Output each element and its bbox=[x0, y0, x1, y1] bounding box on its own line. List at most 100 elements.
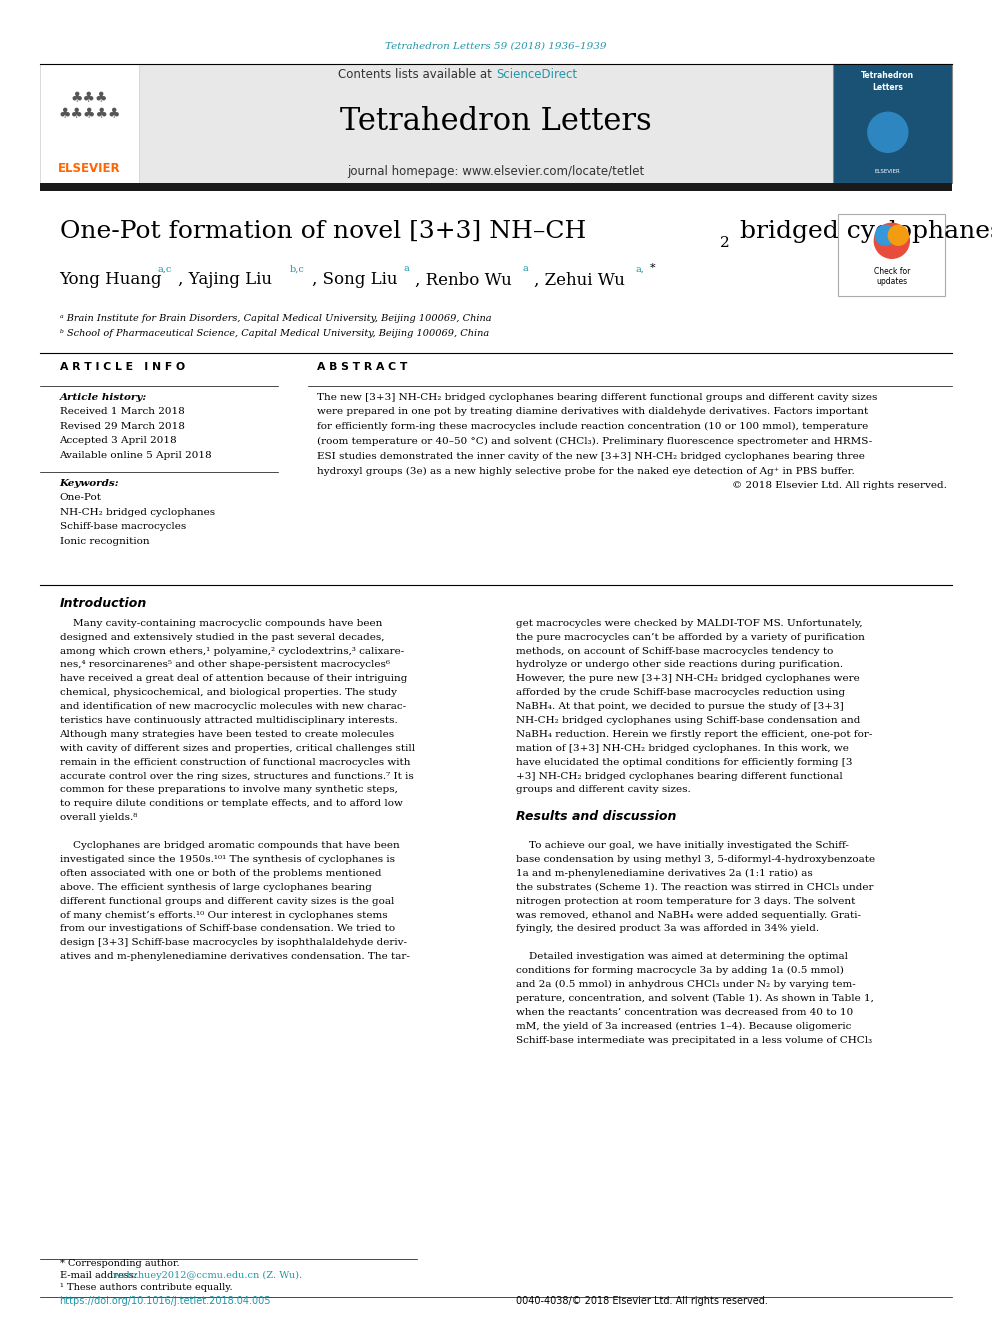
Text: and identification of new macrocyclic molecules with new charac-: and identification of new macrocyclic mo… bbox=[60, 703, 406, 712]
Text: , Renbo Wu: , Renbo Wu bbox=[415, 271, 511, 288]
Text: and 2a (0.5 mmol) in anhydrous CHCl₃ under N₂ by varying tem-: and 2a (0.5 mmol) in anhydrous CHCl₃ und… bbox=[516, 980, 855, 990]
Text: NaBH₄ reduction. Herein we firstly report the efficient, one-pot for-: NaBH₄ reduction. Herein we firstly repor… bbox=[516, 730, 872, 740]
Text: atives and m-phenylenediamine derivatives condensation. The tar-: atives and m-phenylenediamine derivative… bbox=[60, 953, 410, 962]
Text: accurate control over the ring sizes, structures and functions.⁷ It is: accurate control over the ring sizes, st… bbox=[60, 771, 414, 781]
Text: to require dilute conditions or template effects, and to afford low: to require dilute conditions or template… bbox=[60, 799, 403, 808]
Text: design [3+3] Schiff-base macrocycles by isophthalaldehyde deriv-: design [3+3] Schiff-base macrocycles by … bbox=[60, 938, 407, 947]
Text: investigated since the 1950s.¹⁰¹ The synthesis of cyclophanes is: investigated since the 1950s.¹⁰¹ The syn… bbox=[60, 855, 395, 864]
Text: , Yajing Liu: , Yajing Liu bbox=[178, 271, 272, 288]
Text: methods, on account of Schiff-base macrocycles tendency to: methods, on account of Schiff-base macro… bbox=[516, 647, 833, 656]
Circle shape bbox=[875, 225, 896, 245]
Text: , Zehui Wu: , Zehui Wu bbox=[534, 271, 624, 288]
Text: Although many strategies have been tested to create molecules: Although many strategies have been teste… bbox=[60, 730, 395, 740]
Text: get macrocycles were checked by MALDI-TOF MS. Unfortunately,: get macrocycles were checked by MALDI-TO… bbox=[516, 619, 862, 628]
Text: have elucidated the optimal conditions for efficiently forming [3: have elucidated the optimal conditions f… bbox=[516, 758, 852, 767]
Text: Schiff-base macrocycles: Schiff-base macrocycles bbox=[60, 523, 186, 532]
Text: Revised 29 March 2018: Revised 29 March 2018 bbox=[60, 422, 185, 431]
Text: the substrates (Scheme 1). The reaction was stirred in CHCl₃ under: the substrates (Scheme 1). The reaction … bbox=[516, 882, 873, 892]
Text: teristics have continuously attracted multidisciplinary interests.: teristics have continuously attracted mu… bbox=[60, 716, 397, 725]
Text: ♣♣♣
♣♣♣♣♣: ♣♣♣ ♣♣♣♣♣ bbox=[58, 91, 121, 120]
Text: To achieve our goal, we have initially investigated the Schiff-: To achieve our goal, we have initially i… bbox=[516, 841, 849, 851]
Text: NH-CH₂ bridged cyclophanes using Schiff-base condensation and: NH-CH₂ bridged cyclophanes using Schiff-… bbox=[516, 716, 860, 725]
Text: Yong Huang: Yong Huang bbox=[60, 271, 162, 288]
FancyBboxPatch shape bbox=[40, 64, 139, 183]
Text: * Corresponding author.: * Corresponding author. bbox=[60, 1259, 180, 1269]
Text: mation of [3+3] NH-CH₂ bridged cyclophanes. In this work, we: mation of [3+3] NH-CH₂ bridged cyclophan… bbox=[516, 744, 849, 753]
Text: common for these preparations to involve many synthetic steps,: common for these preparations to involve… bbox=[60, 786, 398, 795]
Text: Detailed investigation was aimed at determining the optimal: Detailed investigation was aimed at dete… bbox=[516, 953, 848, 962]
Text: Letters: Letters bbox=[872, 83, 904, 91]
Text: bridged cyclophanes: bridged cyclophanes bbox=[731, 220, 992, 243]
Text: ᵃ Brain Institute for Brain Disorders, Capital Medical University, Beijing 10006: ᵃ Brain Institute for Brain Disorders, C… bbox=[60, 315, 491, 324]
Text: A B S T R A C T: A B S T R A C T bbox=[317, 363, 408, 373]
Text: journal homepage: www.elsevier.com/locate/tetlet: journal homepage: www.elsevier.com/locat… bbox=[347, 165, 645, 179]
Text: ¹ These authors contribute equally.: ¹ These authors contribute equally. bbox=[60, 1283, 232, 1293]
Text: Tetrahedron Letters: Tetrahedron Letters bbox=[340, 106, 652, 138]
Text: above. The efficient synthesis of large cyclophanes bearing: above. The efficient synthesis of large … bbox=[60, 882, 371, 892]
Text: when the reactants’ concentration was decreased from 40 to 10: when the reactants’ concentration was de… bbox=[516, 1008, 853, 1017]
Text: © 2018 Elsevier Ltd. All rights reserved.: © 2018 Elsevier Ltd. All rights reserved… bbox=[732, 482, 947, 491]
Text: a: a bbox=[404, 265, 410, 274]
Text: often associated with one or both of the problems mentioned: often associated with one or both of the… bbox=[60, 869, 381, 878]
Text: hydrolyze or undergo other side reactions during purification.: hydrolyze or undergo other side reaction… bbox=[516, 660, 843, 669]
Text: the pure macrocycles can’t be afforded by a variety of purification: the pure macrocycles can’t be afforded b… bbox=[516, 632, 865, 642]
Text: +3] NH-CH₂ bridged cyclophanes bearing different functional: +3] NH-CH₂ bridged cyclophanes bearing d… bbox=[516, 771, 842, 781]
Text: *: * bbox=[650, 263, 655, 274]
Text: hydroxyl groups (3e) as a new highly selective probe for the naked eye detection: hydroxyl groups (3e) as a new highly sel… bbox=[317, 467, 855, 476]
Text: mM, the yield of 3a increased (entries 1–4). Because oligomeric: mM, the yield of 3a increased (entries 1… bbox=[516, 1021, 851, 1031]
Text: E-mail address:: E-mail address: bbox=[60, 1271, 140, 1281]
Bar bbox=[40, 183, 952, 191]
Text: 2: 2 bbox=[719, 237, 729, 250]
Text: The new [3+3] NH-CH₂ bridged cyclophanes bearing different functional groups and: The new [3+3] NH-CH₂ bridged cyclophanes… bbox=[317, 393, 878, 402]
Text: a: a bbox=[523, 265, 529, 274]
Text: ELSEVIER: ELSEVIER bbox=[875, 169, 901, 175]
Text: overall yields.⁸: overall yields.⁸ bbox=[60, 814, 137, 823]
Text: (room temperature or 40–50 °C) and solvent (CHCl₃). Preliminary fluorescence spe: (room temperature or 40–50 °C) and solve… bbox=[317, 437, 873, 446]
Text: remain in the efficient construction of functional macrocycles with: remain in the efficient construction of … bbox=[60, 758, 410, 767]
Text: from our investigations of Schiff-base condensation. We tried to: from our investigations of Schiff-base c… bbox=[60, 925, 395, 934]
Text: Check for: Check for bbox=[874, 267, 910, 275]
Text: ESI studies demonstrated the inner cavity of the new [3+3] NH-CH₂ bridged cyclop: ESI studies demonstrated the inner cavit… bbox=[317, 452, 865, 460]
Text: ELSEVIER: ELSEVIER bbox=[58, 161, 121, 175]
Text: for efficiently form-ing these macrocycles include reaction concentration (10 or: for efficiently form-ing these macrocycl… bbox=[317, 422, 869, 431]
Text: chemical, physicochemical, and biological properties. The study: chemical, physicochemical, and biologica… bbox=[60, 688, 397, 697]
Text: different functional groups and different cavity sizes is the goal: different functional groups and differen… bbox=[60, 897, 394, 906]
Text: conditions for forming macrocycle 3a by adding 1a (0.5 mmol): conditions for forming macrocycle 3a by … bbox=[516, 966, 844, 975]
Text: 1a and m-phenylenediamine derivatives 2a (1:1 ratio) as: 1a and m-phenylenediamine derivatives 2a… bbox=[516, 869, 812, 878]
Text: A R T I C L E   I N F O: A R T I C L E I N F O bbox=[60, 363, 185, 373]
FancyBboxPatch shape bbox=[833, 64, 952, 183]
Text: Introduction: Introduction bbox=[60, 597, 147, 610]
Text: ScienceDirect: ScienceDirect bbox=[496, 67, 577, 81]
Text: Contents lists available at: Contents lists available at bbox=[338, 67, 496, 81]
Text: b,c: b,c bbox=[290, 265, 305, 274]
Text: a,: a, bbox=[636, 265, 645, 274]
Text: with cavity of different sizes and properties, critical challenges still: with cavity of different sizes and prope… bbox=[60, 744, 415, 753]
Text: One-Pot: One-Pot bbox=[60, 493, 101, 503]
Text: have received a great deal of attention because of their intriguing: have received a great deal of attention … bbox=[60, 675, 407, 684]
Text: https://doi.org/10.1016/j.tetlet.2018.04.005: https://doi.org/10.1016/j.tetlet.2018.04… bbox=[60, 1297, 271, 1307]
Text: was removed, ethanol and NaBH₄ were added sequentially. Grati-: was removed, ethanol and NaBH₄ were adde… bbox=[516, 910, 861, 919]
Text: Tetrahedron: Tetrahedron bbox=[861, 71, 915, 79]
Circle shape bbox=[868, 112, 908, 152]
Text: Schiff-base intermediate was precipitated in a less volume of CHCl₃: Schiff-base intermediate was precipitate… bbox=[516, 1036, 872, 1045]
Text: Ionic recognition: Ionic recognition bbox=[60, 537, 149, 546]
Text: fyingly, the desired product 3a was afforded in 34% yield.: fyingly, the desired product 3a was affo… bbox=[516, 925, 819, 934]
Text: designed and extensively studied in the past several decades,: designed and extensively studied in the … bbox=[60, 632, 384, 642]
Text: groups and different cavity sizes.: groups and different cavity sizes. bbox=[516, 786, 690, 795]
Text: among which crown ethers,¹ polyamine,² cyclodextrins,³ calixare-: among which crown ethers,¹ polyamine,² c… bbox=[60, 647, 404, 656]
Text: base condensation by using methyl 3, 5-diformyl-4-hydroxybenzoate: base condensation by using methyl 3, 5-d… bbox=[516, 855, 875, 864]
FancyBboxPatch shape bbox=[838, 214, 945, 296]
Text: Article history:: Article history: bbox=[60, 393, 147, 402]
Text: NaBH₄. At that point, we decided to pursue the study of [3+3]: NaBH₄. At that point, we decided to purs… bbox=[516, 703, 843, 712]
Text: Tetrahedron Letters 59 (2018) 1936–1939: Tetrahedron Letters 59 (2018) 1936–1939 bbox=[385, 42, 607, 50]
Text: perature, concentration, and solvent (Table 1). As shown in Table 1,: perature, concentration, and solvent (Ta… bbox=[516, 994, 874, 1003]
Text: wzhzhuey2012@ccmu.edu.cn (Z. Wu).: wzhzhuey2012@ccmu.edu.cn (Z. Wu). bbox=[112, 1271, 302, 1281]
Text: However, the pure new [3+3] NH-CH₂ bridged cyclophanes were: However, the pure new [3+3] NH-CH₂ bridg… bbox=[516, 675, 860, 684]
Text: One-Pot formation of novel [3+3] NH–CH: One-Pot formation of novel [3+3] NH–CH bbox=[60, 220, 585, 243]
Text: Received 1 March 2018: Received 1 March 2018 bbox=[60, 407, 185, 417]
Text: , Song Liu: , Song Liu bbox=[311, 271, 397, 288]
Text: updates: updates bbox=[876, 278, 908, 286]
Circle shape bbox=[874, 224, 910, 258]
Text: a,c: a,c bbox=[158, 265, 172, 274]
Text: Many cavity-containing macrocyclic compounds have been: Many cavity-containing macrocyclic compo… bbox=[60, 619, 382, 628]
